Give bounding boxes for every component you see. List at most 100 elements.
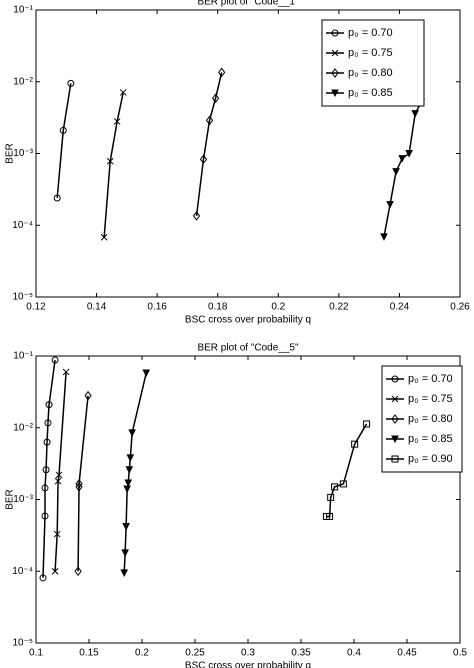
x-tick-label: 0.16 [147,302,167,313]
chart-title: BER plot of "Code__5" [197,343,299,354]
marker [84,390,92,401]
marker [123,485,131,494]
marker [327,493,335,501]
series-line [77,395,89,572]
marker [411,110,419,118]
y-tick-label: 10⁻² [13,76,33,87]
legend-label: p₀ = 0.75 [348,47,393,59]
marker [331,89,339,98]
series-line [54,371,67,572]
x-tick-label: 0.5 [453,648,467,659]
marker [331,483,339,491]
marker [44,419,52,427]
x-axis-label: BSC cross over probability q [185,661,311,668]
marker [391,455,399,463]
legend-label: p₀ = 0.80 [408,413,453,425]
y-tick-label: 10⁻¹ [13,5,33,16]
x-tick-label: 0.18 [208,302,228,313]
marker [51,567,59,575]
y-axis-label: BER [5,143,16,164]
legend-box [321,19,425,107]
marker [405,150,413,158]
marker [391,395,399,403]
marker [351,440,359,448]
y-tick-label: 10⁻⁵ [12,638,33,649]
legend-label: p₀ = 0.85 [348,87,393,99]
marker [142,369,151,378]
marker [391,375,399,383]
marker [205,115,214,126]
marker [331,49,339,57]
y-tick-label: 10⁻³ [13,148,33,159]
marker [126,454,135,463]
x-tick-label: 0.25 [185,648,205,659]
marker [380,233,388,241]
marker [392,168,400,176]
plot-frame [35,355,461,644]
marker [41,484,49,492]
legend-label: p₀ = 0.70 [348,27,393,39]
marker [386,200,394,209]
marker [391,414,399,424]
x-tick-label: 0.12 [26,302,46,313]
marker [53,530,61,538]
marker [398,155,406,163]
marker [124,479,133,488]
marker [120,569,129,577]
marker [331,29,339,37]
series-line [123,372,147,573]
x-tick-label: 0.14 [87,302,107,313]
marker [199,154,208,165]
chart-title: BER plot of "Code__1" [197,0,299,8]
marker [42,466,50,474]
x-tick-label: 0.35 [291,648,311,659]
x-tick-label: 0.26 [450,302,470,313]
x-tick-label: 0.45 [397,648,417,659]
marker [106,157,114,165]
y-tick-label: 10⁻² [13,422,33,433]
marker [45,401,53,409]
marker [211,93,220,104]
marker [391,435,399,444]
y-tick-label: 10⁻⁴ [12,220,33,231]
marker [192,211,201,221]
legend-label: p₀ = 0.70 [408,373,453,385]
marker [113,118,121,125]
x-tick-label: 0.1 [29,648,43,659]
x-tick-label: 0.3 [241,648,255,659]
x-tick-label: 0.24 [390,302,410,313]
marker [74,566,82,577]
marker [363,420,371,428]
marker [62,368,70,376]
series-line [195,72,223,216]
x-tick-label: 0.2 [271,302,285,313]
marker [121,549,129,558]
marker [339,480,347,488]
marker [41,512,49,520]
legend-label: p₀ = 0.90 [408,453,453,465]
series-line [326,423,368,518]
marker [59,126,67,134]
y-tick-label: 10⁻⁴ [12,566,33,577]
x-tick-label: 0.2 [135,648,149,659]
legend-label: p₀ = 0.80 [348,67,393,79]
marker [119,89,127,96]
series-line [383,101,422,237]
marker [54,477,62,485]
marker [43,438,51,446]
series-line [56,83,72,199]
marker [128,429,136,437]
marker [55,471,63,479]
plot-frame [35,9,461,298]
x-tick-label: 0.22 [329,302,349,313]
legend-label: p₀ = 0.75 [408,393,453,405]
y-tick-label: 10⁻³ [13,494,33,505]
series-line [103,92,124,238]
marker [100,233,108,241]
y-tick-label: 10⁻¹ [13,351,33,362]
marker [75,479,83,489]
y-tick-label: 10⁻⁵ [12,292,33,303]
marker [331,68,339,78]
marker [51,356,59,364]
marker [39,574,47,582]
